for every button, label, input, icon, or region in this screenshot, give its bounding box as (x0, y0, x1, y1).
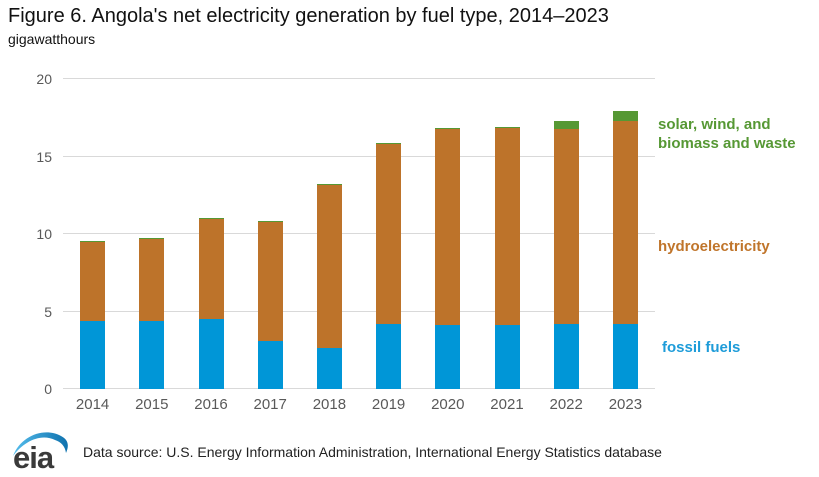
bar-2020 (435, 79, 461, 389)
bar-segment-solar-2023 (612, 110, 638, 121)
bar-segment-hydroelectricity-2014 (80, 241, 106, 321)
gridline-y5 (63, 310, 655, 312)
bar-segment-solar-2017 (257, 220, 283, 222)
legend-fossil-fuels: fossil fuels (662, 339, 741, 356)
bar-segment-solar-2016 (198, 217, 224, 219)
bar-segment-solar-2020 (435, 128, 461, 130)
bar-segment-hydroelectricity-2015 (139, 238, 165, 321)
x-axis-tick-label: 2016 (194, 396, 228, 413)
x-axis-tick-label: 2015 (135, 396, 169, 413)
bar-segment-fossil-fuels-2022 (553, 323, 579, 389)
bar-segment-hydroelectricity-2022 (553, 129, 579, 324)
y-axis-tick-label: 20 (36, 71, 52, 87)
bar-2017 (257, 79, 283, 389)
data-source-text: Data source: U.S. Energy Information Adm… (83, 444, 662, 460)
legend-solar-wind-biomass-waste: solar, wind, and biomass and waste (658, 116, 796, 152)
x-axis-tick-label: 2023 (608, 396, 643, 413)
bar-segment-solar-2021 (494, 126, 520, 128)
x-axis-tick-label: 2019 (371, 396, 406, 413)
plot-area: 0 5 10 15 20 2014 2015 2016 2017 2018 2019 2020 2021… (36, 71, 655, 413)
bar-segment-fossil-fuels-2017 (257, 340, 283, 389)
x-axis-tick-label: 2020 (431, 396, 465, 413)
bar-segment-solar-2015 (139, 237, 165, 239)
bar-2022 (553, 79, 579, 389)
eia-logo: eia (13, 432, 68, 471)
figure-title: Figure 6. Angola's net electricity gener… (8, 5, 609, 27)
bar-segment-hydroelectricity-2020 (435, 129, 461, 326)
gridline-y10 (63, 233, 655, 234)
bar-segment-hydroelectricity-2017 (257, 221, 283, 341)
eia-logo-swoosh (13, 432, 68, 456)
y-axis-tick-label: 5 (44, 303, 52, 320)
bar-segment-hydroelectricity-2018 (316, 185, 342, 348)
bar-segment-fossil-fuels-2014 (80, 320, 106, 389)
bar-segment-fossil-fuels-2015 (139, 320, 165, 389)
bar-segment-fossil-fuels-2021 (494, 324, 520, 389)
x-axis-tick-label: 2022 (549, 396, 583, 413)
y-axis-tick-label: 10 (36, 226, 52, 242)
y-axis-tick-label: 15 (36, 148, 52, 165)
x-axis-tick-label: 2018 (312, 396, 347, 413)
bar-segment-fossil-fuels-2018 (316, 347, 342, 389)
bar-segment-fossil-fuels-2023 (612, 323, 638, 389)
bar-2019 (376, 79, 402, 389)
bar-2016 (198, 79, 224, 389)
gridline-y15 (63, 155, 655, 157)
bar-segment-solar-2022 (553, 120, 579, 130)
bar-segment-fossil-fuels-2020 (435, 325, 461, 389)
bar-segment-fossil-fuels-2016 (198, 319, 224, 389)
bar-segment-hydroelectricity-2016 (198, 218, 224, 320)
bar-segment-solar-2014 (80, 240, 106, 242)
bar-segment-fossil-fuels-2019 (376, 323, 402, 389)
x-axis-tick-label: 2021 (490, 396, 524, 413)
bar-2014 (80, 79, 106, 389)
figure-units-label: gigawatthours (8, 31, 96, 47)
bar-2018 (316, 79, 342, 389)
bar-segment-solar-2019 (376, 143, 402, 145)
bar-segment-hydroelectricity-2021 (494, 127, 520, 325)
bar-segment-hydroelectricity-2023 (612, 120, 638, 324)
bar-2015 (139, 79, 165, 389)
gridline-y0 (63, 388, 655, 389)
eia-logo-text: eia (13, 440, 55, 471)
x-axis-tick-label: 2017 (253, 396, 287, 413)
gridline-y20 (63, 78, 655, 79)
bar-2023 (612, 79, 638, 389)
bar-segment-solar-2018 (316, 184, 342, 186)
legend-hydroelectricity: hydroelectricity (658, 238, 770, 255)
bar-segment-hydroelectricity-2019 (376, 144, 402, 324)
x-axis-tick-label: 2014 (75, 396, 110, 413)
y-axis-tick-label: 0 (44, 381, 52, 397)
bar-2021 (494, 79, 520, 389)
